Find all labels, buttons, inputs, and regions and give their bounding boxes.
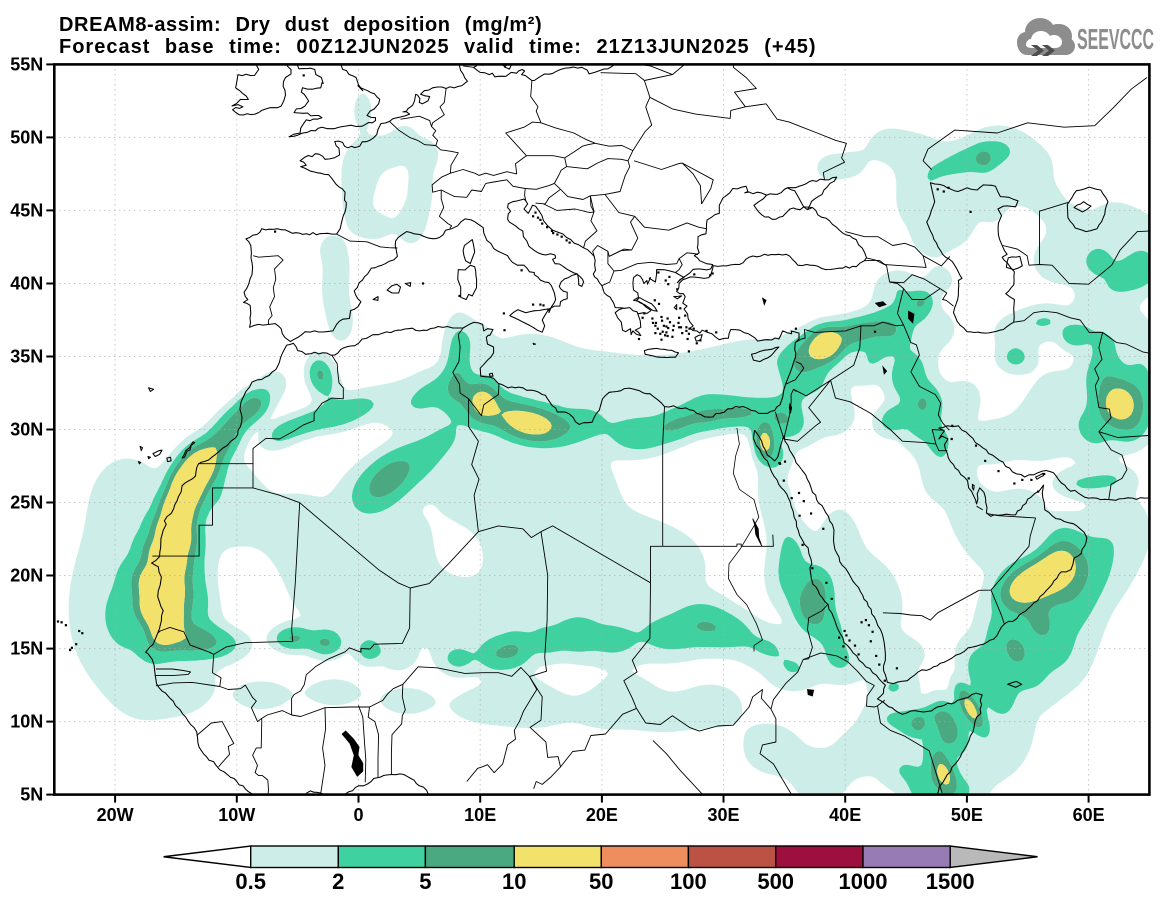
svg-text:Forecast base time: 00Z12JUN20: Forecast base time: 00Z12JUN2025 (59, 36, 450, 58)
svg-text:10N: 10N (10, 712, 43, 732)
svg-text:5: 5 (419, 869, 431, 894)
svg-text:10E: 10E (464, 805, 496, 825)
svg-text:40E: 40E (829, 805, 861, 825)
svg-text:5N: 5N (20, 785, 43, 805)
svg-text:40N: 40N (10, 274, 43, 294)
svg-text:20E: 20E (586, 805, 618, 825)
svg-text:25N: 25N (10, 493, 43, 513)
svg-text:45N: 45N (10, 200, 43, 220)
svg-text:valid time: 21Z13JUN2025 (+45): valid time: 21Z13JUN2025 (+45) (464, 36, 817, 58)
svg-text:35N: 35N (10, 347, 43, 367)
svg-text:SEEVCCC: SEEVCCC (1077, 23, 1154, 55)
svg-text:0: 0 (353, 805, 363, 825)
svg-text:500: 500 (757, 869, 794, 894)
svg-text:20N: 20N (10, 566, 43, 586)
svg-text:0.5: 0.5 (235, 869, 266, 894)
svg-text:100: 100 (670, 869, 707, 894)
svg-text:1000: 1000 (839, 869, 888, 894)
svg-text:55N: 55N (10, 54, 43, 74)
svg-text:30E: 30E (707, 805, 739, 825)
svg-text:30N: 30N (10, 420, 43, 440)
svg-text:20W: 20W (97, 805, 134, 825)
svg-text:10: 10 (502, 869, 526, 894)
svg-text:15N: 15N (10, 639, 43, 659)
svg-text:50E: 50E (951, 805, 983, 825)
svg-text:DREAM8-assim: Dry dust deposit: DREAM8-assim: Dry dust deposition (mg/m²… (59, 14, 542, 36)
svg-text:60E: 60E (1073, 805, 1105, 825)
svg-text:10W: 10W (218, 805, 255, 825)
svg-text:50: 50 (589, 869, 613, 894)
svg-text:1500: 1500 (926, 869, 975, 894)
svg-text:2: 2 (332, 869, 344, 894)
svg-text:50N: 50N (10, 127, 43, 147)
